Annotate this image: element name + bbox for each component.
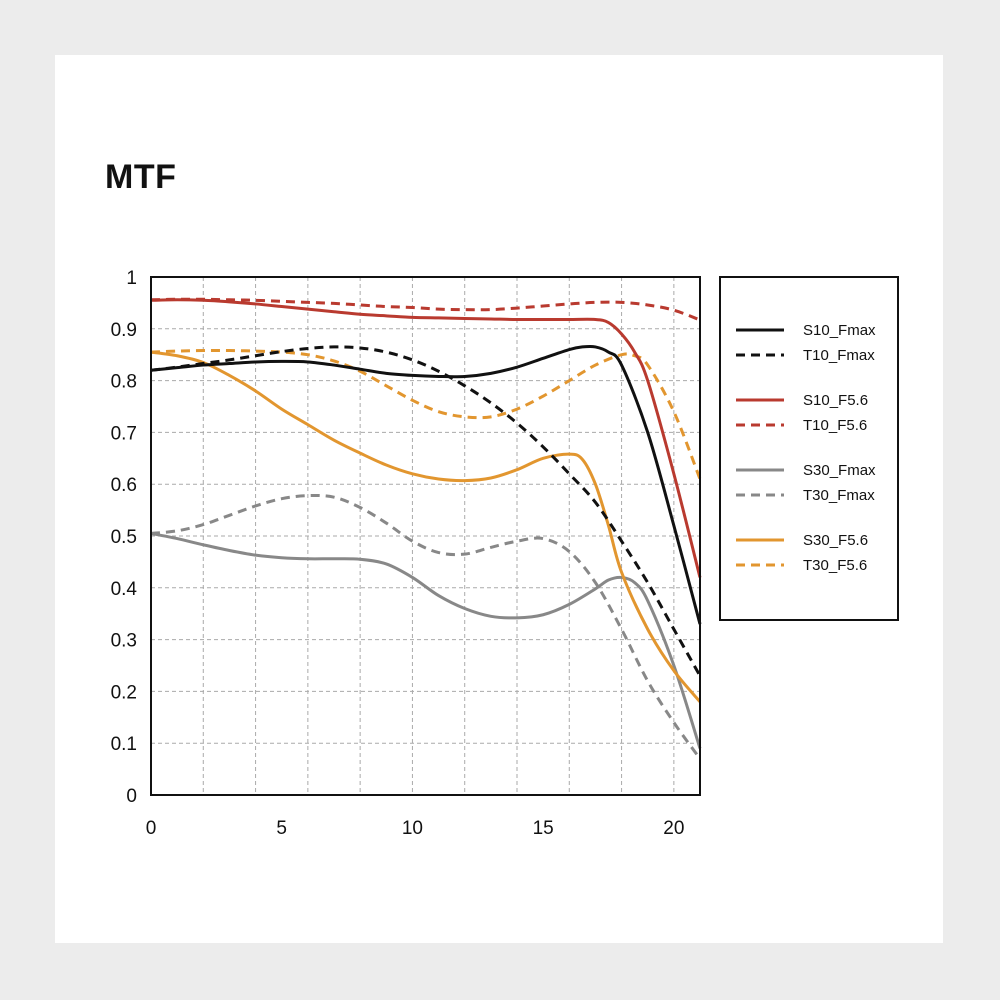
series-line-s10-f5-6	[150, 298, 702, 578]
legend-box	[719, 276, 899, 621]
legend-label: S10_Fmax	[803, 322, 876, 339]
chart-title: MTF	[105, 158, 177, 196]
x-tick-label: 5	[276, 818, 287, 839]
x-tick-label: 15	[533, 818, 554, 839]
y-tick-label: 0.2	[111, 682, 137, 703]
y-tick-label: 0.3	[111, 631, 137, 652]
y-tick-label: 0.1	[111, 734, 137, 755]
legend-label: S30_F5.6	[803, 532, 868, 549]
legend: S10_Fmax T10_Fmax S10_F5.6 T10_F5.6 S30_Fmax…	[719, 276, 899, 621]
legend-label: S10_F5.6	[803, 392, 868, 409]
series-line-s30-fmax	[150, 531, 702, 749]
series-line-t30-fmax	[150, 493, 702, 760]
y-tick-label: 0.5	[111, 527, 137, 548]
axes: 00.10.20.30.40.50.60.70.80.910 5 10 15 20	[111, 268, 701, 839]
y-tick-label: 0.4	[111, 579, 138, 600]
legend-label: T30_Fmax	[803, 487, 875, 504]
x-tick-label: 10	[402, 818, 423, 839]
y-tick-label: 0	[126, 786, 137, 807]
legend-label: T10_Fmax	[803, 347, 875, 364]
series-line-s30-f5-6	[150, 350, 702, 703]
y-tick-label: 1	[126, 268, 137, 289]
series-lines	[150, 297, 702, 760]
plot-frame	[150, 276, 701, 796]
y-tick-label: 0.6	[111, 475, 137, 496]
legend-label: T10_F5.6	[803, 417, 867, 434]
grid	[151, 277, 700, 795]
series-line-s10-fmax	[150, 344, 702, 625]
series-line-t10-fmax	[150, 345, 702, 677]
y-tick-label: 0.8	[111, 372, 137, 393]
series-line-t30-f5-6	[150, 348, 702, 480]
y-tick-label: 0.9	[111, 320, 137, 341]
legend-label: S30_Fmax	[803, 462, 876, 479]
x-tick-label: 20	[663, 818, 684, 839]
x-tick-label: 0	[146, 818, 157, 839]
series-line-t10-f5-6	[150, 297, 701, 322]
y-tick-label: 0.7	[111, 423, 137, 444]
legend-label: T30_F5.6	[803, 557, 867, 574]
